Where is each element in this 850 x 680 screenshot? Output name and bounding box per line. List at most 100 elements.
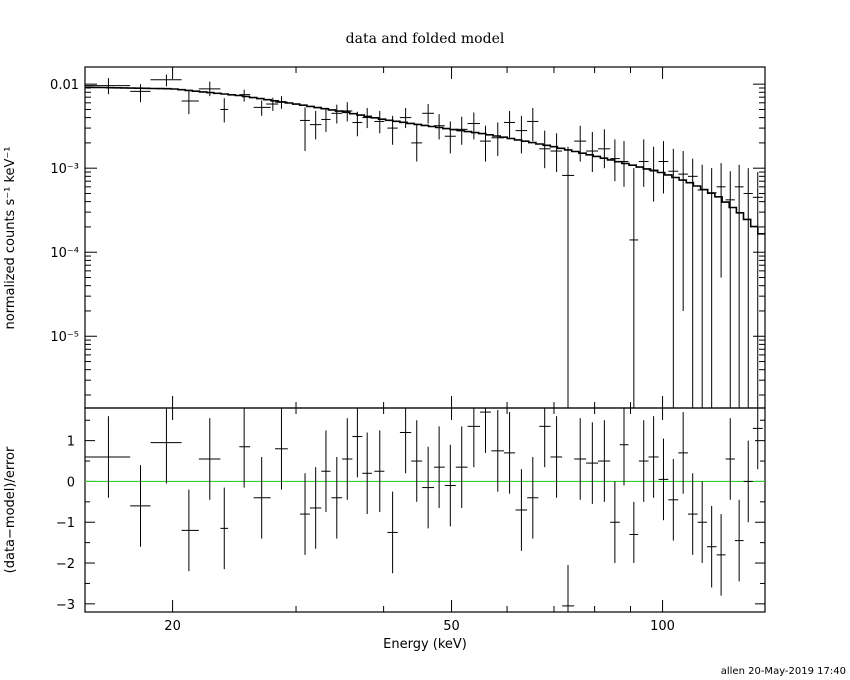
residual-point bbox=[374, 430, 385, 513]
residual-point bbox=[198, 418, 221, 500]
data-point bbox=[309, 110, 322, 140]
residual-point bbox=[619, 408, 629, 486]
data-point bbox=[422, 104, 434, 124]
residual-point bbox=[444, 444, 456, 527]
data-point bbox=[362, 108, 372, 129]
data-point bbox=[706, 168, 717, 408]
residual-point bbox=[411, 420, 423, 502]
data-point bbox=[539, 130, 551, 169]
data-point bbox=[598, 129, 611, 169]
residual-point bbox=[697, 481, 707, 564]
residual-point bbox=[527, 456, 539, 539]
data-point bbox=[181, 90, 199, 115]
top-y-axis-label: normalized counts s⁻¹ keV⁻¹ bbox=[3, 147, 18, 330]
residual-point bbox=[515, 469, 528, 551]
residual-point bbox=[574, 418, 587, 500]
residual-point bbox=[300, 473, 310, 555]
residual-point bbox=[455, 426, 468, 508]
residual-point bbox=[539, 408, 551, 468]
x-tick-label: 50 bbox=[443, 619, 460, 634]
residual-point bbox=[422, 446, 434, 529]
data-point bbox=[752, 172, 763, 408]
data-point bbox=[342, 102, 353, 122]
data-point bbox=[399, 108, 412, 129]
residual-point bbox=[321, 430, 331, 513]
residual-point bbox=[550, 416, 563, 498]
residual-points bbox=[85, 408, 763, 612]
footer-timestamp: allen 20-May-2019 17:40 bbox=[721, 666, 846, 677]
residual-point bbox=[239, 408, 251, 488]
data-point bbox=[716, 163, 726, 278]
data-point bbox=[444, 121, 456, 154]
residual-point bbox=[253, 456, 271, 539]
residual-point bbox=[562, 565, 575, 612]
data-point bbox=[743, 168, 753, 408]
bottom-y-tick-label: −1 bbox=[56, 516, 75, 531]
residual-point bbox=[734, 499, 744, 582]
data-point bbox=[275, 96, 288, 109]
data-point bbox=[253, 100, 271, 116]
data-point bbox=[491, 122, 504, 156]
data-point bbox=[480, 125, 491, 162]
top-y-tick-label: 10⁻⁵ bbox=[50, 330, 79, 345]
residual-point bbox=[503, 412, 516, 494]
residual-point bbox=[362, 432, 372, 515]
data-point bbox=[387, 115, 398, 145]
residual-point bbox=[85, 416, 131, 498]
residual-point bbox=[586, 422, 599, 504]
bottom-y-tick-label: 1 bbox=[67, 435, 75, 450]
data-point bbox=[503, 110, 516, 140]
bottom-y-tick-label: 0 bbox=[67, 475, 75, 490]
residual-point bbox=[387, 491, 398, 574]
x-tick-label: 20 bbox=[164, 619, 181, 634]
data-point bbox=[668, 148, 679, 408]
residual-point bbox=[331, 456, 343, 539]
bottom-plot-frame bbox=[84, 407, 766, 613]
data-point bbox=[658, 141, 669, 194]
data-point bbox=[198, 81, 221, 97]
top-panel: 0.01 10⁻³ 10⁻⁴ 10⁻⁵ normalized counts s⁻¹ k… bbox=[3, 66, 766, 409]
data-point bbox=[374, 110, 385, 134]
residual-point bbox=[752, 408, 763, 470]
residual-point bbox=[716, 514, 726, 596]
data-point bbox=[550, 133, 563, 173]
data-point bbox=[220, 98, 229, 123]
residual-point bbox=[638, 420, 649, 502]
residual-point bbox=[629, 501, 639, 564]
residual-point bbox=[352, 408, 363, 478]
bottom-y-tick-label: −3 bbox=[56, 598, 75, 613]
data-point bbox=[411, 123, 423, 162]
data-point bbox=[638, 139, 649, 187]
data-point bbox=[239, 89, 251, 102]
data-point bbox=[130, 84, 151, 103]
data-point bbox=[515, 115, 528, 154]
residual-point bbox=[725, 418, 735, 500]
residual-point bbox=[678, 412, 688, 494]
residual-point bbox=[342, 418, 353, 500]
residual-point bbox=[687, 473, 698, 555]
data-point bbox=[697, 164, 707, 408]
residual-point bbox=[648, 416, 659, 498]
data-point bbox=[619, 141, 629, 187]
top-y-tick-label: 10⁻³ bbox=[50, 162, 79, 177]
residual-point bbox=[220, 487, 229, 570]
top-ticks: 0.01 10⁻³ 10⁻⁴ 10⁻⁵ bbox=[50, 67, 765, 408]
residual-point bbox=[150, 408, 182, 484]
data-point bbox=[150, 74, 182, 87]
data-point bbox=[734, 164, 744, 408]
data-point bbox=[321, 109, 331, 132]
data-point bbox=[455, 116, 468, 145]
top-plot-frame bbox=[84, 66, 766, 409]
residual-point bbox=[491, 410, 504, 492]
data-point bbox=[85, 78, 131, 95]
data-point bbox=[586, 131, 599, 173]
bottom-y-tick-label: −2 bbox=[56, 557, 75, 572]
residual-point bbox=[309, 467, 322, 549]
residual-point bbox=[706, 505, 717, 588]
residual-point bbox=[433, 426, 445, 508]
residual-point bbox=[181, 489, 199, 572]
x-axis-label: Energy (keV) bbox=[383, 637, 467, 652]
data-point bbox=[610, 139, 620, 182]
data-point bbox=[467, 112, 481, 140]
data-point bbox=[648, 146, 659, 202]
